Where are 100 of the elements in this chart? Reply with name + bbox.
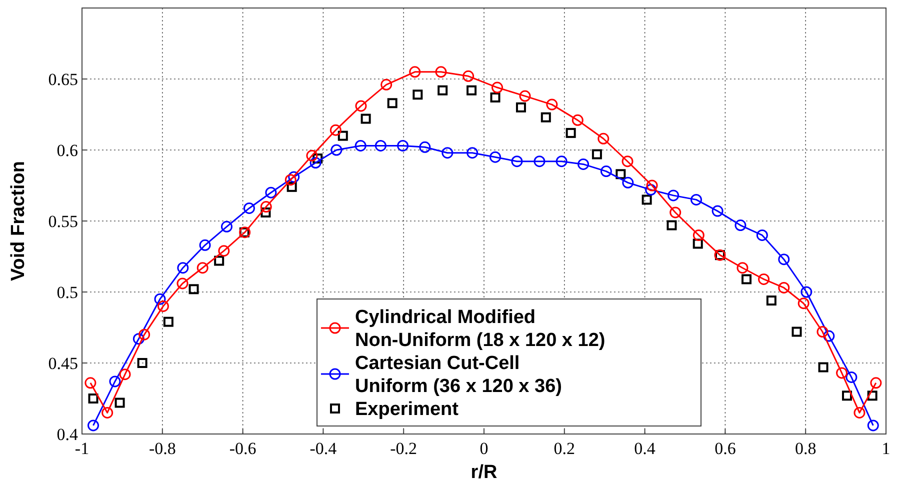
point: [519, 90, 531, 102]
point: [534, 156, 546, 168]
point: [355, 100, 367, 112]
point: [260, 201, 272, 213]
point: [88, 420, 100, 432]
point: [692, 238, 703, 249]
point: [466, 85, 477, 96]
point: [490, 92, 500, 102]
point: [163, 316, 174, 327]
point: [397, 140, 409, 152]
point: [867, 420, 879, 432]
point: [546, 98, 558, 110]
point: [306, 150, 318, 162]
point: [646, 180, 658, 192]
point: [818, 362, 828, 372]
point: [265, 186, 277, 198]
point: [132, 333, 144, 345]
point: [374, 140, 386, 152]
point: [712, 205, 724, 217]
point: [600, 166, 612, 178]
point: [114, 398, 125, 408]
point: [823, 330, 835, 342]
point: [157, 300, 169, 312]
point: [176, 278, 188, 290]
legend-label: Cartesian Cut-Cell Uniform (36 x 120 x 36): [355, 353, 562, 397]
point: [188, 284, 199, 294]
x-tick-label: -0.8: [148, 439, 176, 458]
point: [177, 262, 189, 274]
point: [137, 358, 148, 368]
y-tick-label: 0.5: [56, 283, 78, 302]
point: [742, 274, 752, 284]
point: [778, 254, 790, 266]
y-tick-label: 0.65: [48, 70, 78, 89]
point: [854, 406, 866, 418]
y-tick-label: 0.6: [56, 141, 78, 160]
y-tick-label: 0.55: [48, 212, 78, 231]
point: [119, 368, 131, 380]
point: [435, 66, 447, 78]
point: [645, 184, 657, 196]
point: [138, 328, 150, 340]
point: [867, 390, 878, 401]
point: [616, 169, 626, 180]
point: [842, 390, 852, 401]
point: [622, 156, 634, 168]
point: [220, 220, 232, 232]
point: [409, 66, 421, 78]
point: [243, 202, 255, 214]
point: [490, 151, 502, 163]
point: [766, 296, 776, 306]
point: [288, 171, 300, 183]
point: [516, 102, 526, 112]
point: [312, 154, 323, 164]
point: [540, 112, 551, 122]
point: [736, 262, 748, 274]
point: [668, 190, 680, 202]
x-tick-label: 0.2: [554, 439, 576, 458]
point: [88, 394, 98, 404]
point: [690, 194, 702, 206]
point: [870, 377, 882, 389]
point: [666, 220, 677, 230]
point: [360, 114, 371, 124]
point: [578, 158, 590, 170]
point: [154, 293, 166, 305]
x-tick-label: 0.8: [794, 439, 816, 458]
point: [670, 206, 682, 218]
point: [492, 82, 504, 94]
point: [572, 114, 584, 126]
x-tick-label: 1: [882, 439, 890, 458]
point: [598, 132, 610, 144]
point: [756, 229, 768, 241]
point: [196, 262, 208, 274]
point: [800, 286, 812, 298]
point: [792, 326, 802, 337]
legend-label: Cylindrical Modified Non-Uniform (18 x 120 x 12): [355, 307, 606, 351]
point: [566, 128, 576, 138]
point: [84, 377, 96, 389]
point: [214, 256, 224, 266]
point: [286, 182, 297, 192]
x-tick-label: 0.4: [634, 439, 656, 458]
point: [102, 406, 114, 418]
point: [778, 282, 790, 294]
y-axis-title: Void Fraction: [8, 161, 29, 281]
point: [419, 141, 431, 153]
point: [284, 174, 296, 186]
point: [338, 130, 348, 141]
point: [592, 149, 602, 160]
x-tick-label: -0.2: [390, 439, 418, 458]
x-axis-title: r/R: [470, 462, 498, 483]
point: [310, 157, 322, 169]
point: [387, 98, 398, 108]
x-tick-label: 0: [480, 439, 488, 458]
point: [816, 326, 828, 338]
point: [412, 90, 423, 100]
point: [442, 147, 454, 159]
point: [758, 273, 770, 285]
point: [836, 367, 848, 379]
point: [798, 298, 810, 310]
point: [511, 156, 523, 168]
y-tick-label: 0.45: [48, 354, 78, 373]
point: [556, 156, 568, 168]
